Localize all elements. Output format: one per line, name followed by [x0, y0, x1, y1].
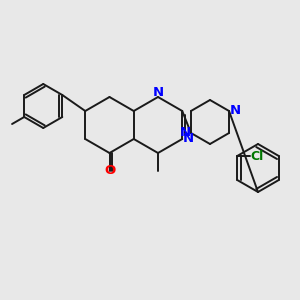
- Text: N: N: [183, 133, 194, 146]
- Text: N: N: [230, 103, 241, 116]
- Text: Cl: Cl: [250, 149, 264, 163]
- Text: N: N: [152, 85, 164, 98]
- Text: N: N: [179, 125, 191, 139]
- Text: O: O: [104, 164, 115, 178]
